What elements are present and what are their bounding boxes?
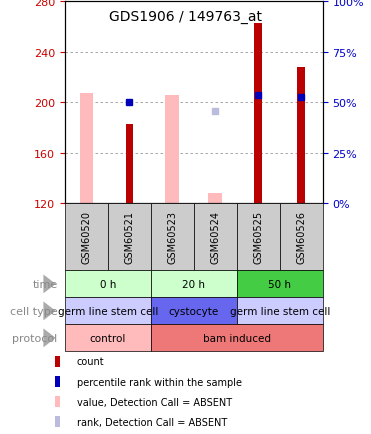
Bar — [209, 194, 222, 204]
Text: time: time — [32, 279, 58, 289]
Text: 0 h: 0 h — [100, 279, 116, 289]
Text: rank, Detection Call = ABSENT: rank, Detection Call = ABSENT — [77, 417, 227, 427]
Text: count: count — [77, 357, 104, 367]
Text: GSM60525: GSM60525 — [253, 210, 263, 264]
Bar — [65, 204, 108, 271]
Text: cystocyte: cystocyte — [169, 306, 219, 316]
Bar — [151, 298, 237, 325]
Text: percentile rank within the sample: percentile rank within the sample — [77, 377, 242, 387]
Bar — [280, 204, 323, 271]
Text: GSM60520: GSM60520 — [81, 211, 91, 263]
Bar — [194, 204, 237, 271]
Bar — [151, 204, 194, 271]
Text: 50 h: 50 h — [268, 279, 291, 289]
Bar — [237, 298, 323, 325]
Text: GDS1906 / 149763_at: GDS1906 / 149763_at — [109, 10, 262, 23]
Bar — [108, 204, 151, 271]
Polygon shape — [43, 329, 56, 348]
Text: value, Detection Call = ABSENT: value, Detection Call = ABSENT — [77, 397, 232, 407]
Bar — [255, 23, 262, 204]
Bar — [65, 271, 151, 298]
Bar — [65, 298, 151, 325]
Bar — [55, 356, 59, 367]
Bar — [79, 94, 93, 204]
Text: protocol: protocol — [12, 333, 58, 343]
Text: GSM60526: GSM60526 — [296, 211, 306, 263]
Bar — [151, 325, 323, 352]
Polygon shape — [43, 275, 56, 294]
Text: GSM60524: GSM60524 — [210, 211, 220, 263]
Text: germ line stem cell: germ line stem cell — [58, 306, 158, 316]
Bar — [165, 95, 179, 204]
Text: GSM60523: GSM60523 — [167, 211, 177, 263]
Bar — [237, 204, 280, 271]
Text: GSM60521: GSM60521 — [124, 211, 134, 263]
Text: cell type: cell type — [10, 306, 58, 316]
Text: germ line stem cell: germ line stem cell — [230, 306, 330, 316]
Text: 20 h: 20 h — [183, 279, 205, 289]
Polygon shape — [43, 302, 56, 321]
Bar — [125, 124, 133, 204]
Bar — [55, 396, 59, 408]
Bar — [298, 68, 305, 204]
Text: bam induced: bam induced — [203, 333, 271, 343]
Bar — [65, 325, 151, 352]
Text: control: control — [90, 333, 126, 343]
Bar — [55, 376, 59, 387]
Bar — [151, 271, 237, 298]
Bar — [55, 416, 59, 427]
Bar — [237, 271, 323, 298]
